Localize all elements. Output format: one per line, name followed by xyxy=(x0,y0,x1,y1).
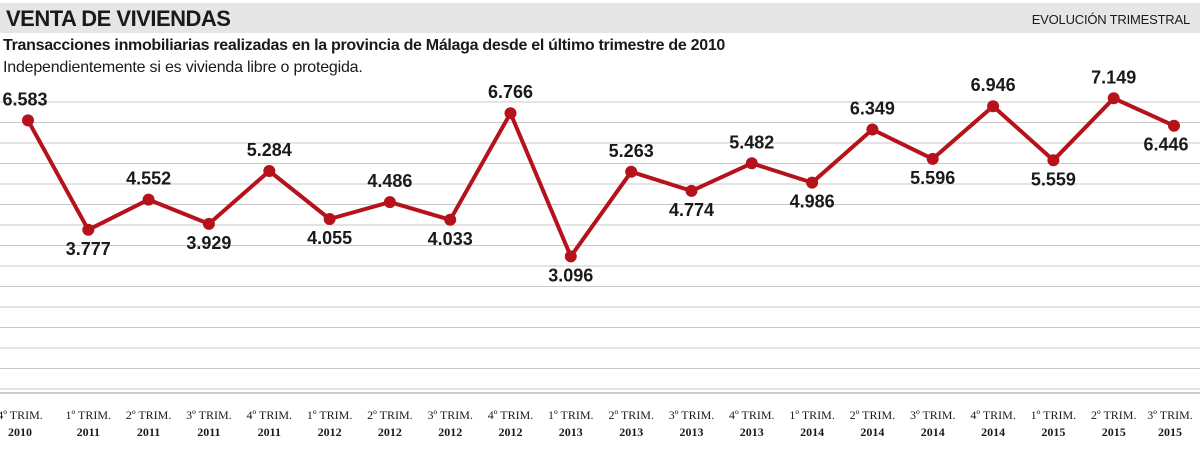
x-tick-year: 2014 xyxy=(860,425,884,439)
data-point xyxy=(1047,154,1060,167)
data-point xyxy=(1107,92,1120,105)
x-tick-year: 2012 xyxy=(499,425,523,439)
x-tick-year: 2012 xyxy=(318,425,342,439)
value-label: 5.559 xyxy=(1031,169,1076,189)
data-point xyxy=(926,152,939,165)
x-tick-year: 2015 xyxy=(1158,425,1182,439)
header-bar: VENTA DE VIVIENDAS EVOLUCIÓN TRIMESTRAL xyxy=(0,3,1200,33)
value-labels: 6.583 3.777 4.552 3.929 5.284 4.055 4.486 4.033… xyxy=(2,67,1188,285)
x-tick-label: 2º TRIM. xyxy=(1091,408,1137,422)
value-label: 5.596 xyxy=(910,168,955,188)
x-tick-label: 3º TRIM. xyxy=(1147,408,1193,422)
data-point xyxy=(625,165,638,178)
x-tick-label: 3º TRIM. xyxy=(427,408,473,422)
x-tick-year: 2012 xyxy=(438,425,462,439)
value-label: 4.774 xyxy=(669,200,714,220)
value-label: 5.482 xyxy=(729,132,774,152)
data-point xyxy=(202,217,215,230)
value-label: 6.446 xyxy=(1143,135,1188,155)
series-line-group xyxy=(26,96,1176,259)
data-point xyxy=(263,165,276,177)
x-axis-ticks: 4º TRIM. 2010 1º TRIM. 2011 2º TRIM. 2011 3º T… xyxy=(0,408,1193,439)
x-tick-label: 1º TRIM. xyxy=(307,408,353,422)
x-tick-label: 1º TRIM. xyxy=(789,408,835,422)
value-label: 4.486 xyxy=(367,171,412,191)
x-tick-year: 2010 xyxy=(8,425,32,439)
data-point xyxy=(444,213,457,226)
grid-lines xyxy=(0,101,1200,394)
x-tick-year: 2014 xyxy=(981,425,1005,439)
x-tick-label: 1º TRIM. xyxy=(66,408,112,422)
value-label: 4.033 xyxy=(428,229,473,249)
x-tick-label: 2º TRIM. xyxy=(608,408,654,422)
series-line xyxy=(26,96,1176,259)
value-label: 6.583 xyxy=(2,89,47,109)
value-label: 3.777 xyxy=(66,239,111,259)
value-label: 4.986 xyxy=(790,192,835,212)
x-tick-year: 2011 xyxy=(197,425,220,439)
x-tick-year: 2012 xyxy=(378,425,402,439)
data-point xyxy=(142,193,155,206)
x-tick-label: 1º TRIM. xyxy=(548,408,594,422)
data-point xyxy=(685,184,698,197)
data-point xyxy=(22,114,34,127)
x-tick-year: 2015 xyxy=(1102,425,1126,439)
value-label: 4.055 xyxy=(307,228,352,248)
value-label: 6.349 xyxy=(850,99,895,119)
x-tick-year: 2013 xyxy=(680,425,704,439)
x-tick-label: 2º TRIM. xyxy=(126,408,172,422)
value-label: 5.263 xyxy=(609,141,654,161)
x-tick-label: 4º TRIM. xyxy=(970,408,1016,422)
data-point xyxy=(383,196,396,209)
value-label: 5.284 xyxy=(247,140,292,160)
x-tick-year: 2011 xyxy=(258,425,281,439)
x-tick-label: 4º TRIM. xyxy=(0,408,43,422)
value-label: 4.552 xyxy=(126,169,171,189)
chart-period-label: EVOLUCIÓN TRIMESTRAL xyxy=(1031,12,1190,27)
x-tick-year: 2014 xyxy=(921,425,945,439)
data-point xyxy=(987,100,1000,113)
data-point xyxy=(866,123,879,136)
chart-note: Independientemente si es vivienda libre … xyxy=(3,59,363,76)
x-tick-label: 2º TRIM. xyxy=(850,408,896,422)
x-tick-label: 2º TRIM. xyxy=(367,408,413,422)
value-label: 3.096 xyxy=(548,265,593,285)
x-tick-year: 2014 xyxy=(800,425,824,439)
x-tick-label: 3º TRIM. xyxy=(669,408,715,422)
x-tick-label: 4º TRIM. xyxy=(247,408,293,422)
chart-subtitle: Transacciones inmobiliarias realizadas e… xyxy=(3,37,726,54)
x-tick-year: 2013 xyxy=(740,425,764,439)
data-points xyxy=(22,92,1180,263)
data-point xyxy=(745,157,758,170)
value-label: 6.766 xyxy=(488,82,533,102)
x-tick-year: 2011 xyxy=(137,425,160,439)
x-tick-label: 3º TRIM. xyxy=(186,408,232,422)
x-tick-label: 4º TRIM. xyxy=(729,408,775,422)
data-point xyxy=(1168,119,1180,132)
data-point xyxy=(82,223,95,236)
data-point xyxy=(323,213,336,225)
value-label: 7.149 xyxy=(1091,67,1136,87)
chart-title: VENTA DE VIVIENDAS xyxy=(6,6,231,31)
x-tick-year: 2013 xyxy=(559,425,583,439)
x-tick-year: 2013 xyxy=(619,425,643,439)
x-tick-label: 4º TRIM. xyxy=(488,408,534,422)
x-tick-year: 2015 xyxy=(1041,425,1065,439)
data-point xyxy=(504,107,517,120)
x-tick-label: 3º TRIM. xyxy=(910,408,956,422)
x-tick-label: 1º TRIM. xyxy=(1031,408,1077,422)
data-point xyxy=(806,176,819,189)
data-point xyxy=(564,250,577,263)
value-label: 6.946 xyxy=(971,75,1016,95)
value-label: 3.929 xyxy=(186,233,231,253)
x-tick-year: 2011 xyxy=(77,425,100,439)
